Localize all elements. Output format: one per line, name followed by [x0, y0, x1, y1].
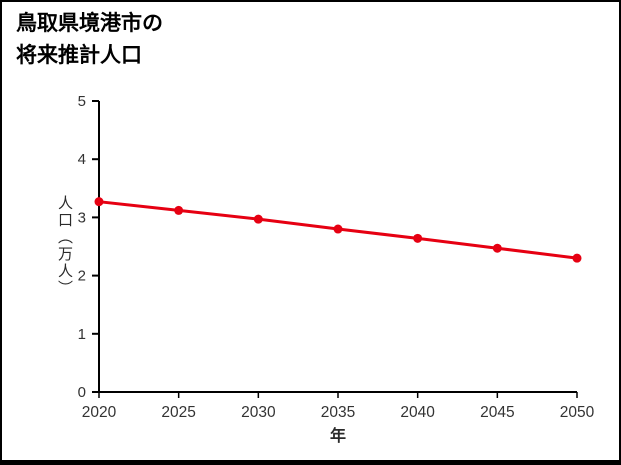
x-tick-label: 2035	[321, 404, 355, 421]
y-axis-title: 人口（万人）	[56, 195, 73, 297]
data-point-marker	[572, 253, 582, 263]
x-tick-label: 2020	[82, 404, 117, 421]
y-tick-label: 3	[78, 209, 86, 226]
x-tick-label: 2040	[400, 404, 435, 421]
x-tick-label: 2050	[560, 404, 595, 421]
y-tick-label: 5	[78, 93, 86, 110]
data-point-marker	[413, 233, 423, 243]
y-tick-label: 2	[78, 268, 86, 285]
chart-title-line1: 鳥取県境港市の	[16, 12, 163, 35]
y-tick-label: 1	[78, 326, 86, 343]
x-tick-label: 2025	[161, 404, 195, 421]
chart-title-line2: 将来推計人口	[16, 43, 142, 67]
chart-title: 鳥取県境港市の 将来推計人口	[16, 8, 163, 71]
data-point-marker	[253, 214, 263, 224]
y-tick-label: 0	[78, 384, 86, 401]
data-point-marker	[492, 243, 502, 253]
y-tick-label: 4	[78, 151, 86, 168]
x-tick-label: 2045	[480, 404, 514, 421]
data-point-marker	[333, 224, 343, 234]
data-point-marker	[174, 205, 184, 215]
data-point-marker	[94, 197, 104, 207]
x-tick-label: 2030	[241, 404, 276, 421]
x-axis-title: 年	[329, 428, 346, 445]
